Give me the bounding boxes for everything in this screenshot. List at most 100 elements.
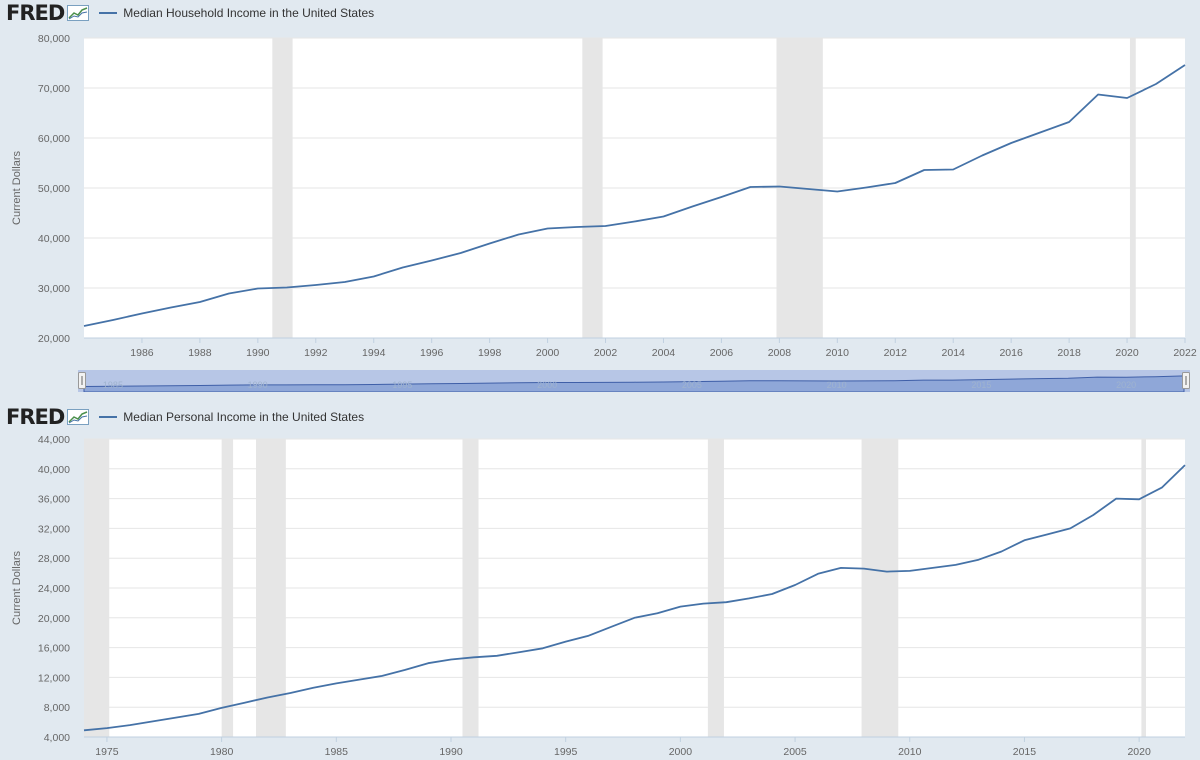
data-point[interactable] (883, 568, 891, 576)
data-point[interactable] (998, 547, 1006, 555)
data-point[interactable] (283, 284, 291, 292)
data-point[interactable] (493, 652, 501, 660)
data-point[interactable] (814, 570, 822, 578)
data-point[interactable] (241, 699, 249, 707)
data-point[interactable] (196, 298, 204, 306)
data-point[interactable] (1181, 461, 1189, 469)
data-point[interactable] (1135, 495, 1143, 503)
range-navigator[interactable]: 1985 1990 1995 2000 2005 2010 2015 2020 (78, 370, 1190, 392)
data-point[interactable] (804, 185, 812, 193)
x-tick-label: 2020 (1127, 746, 1151, 758)
data-point[interactable] (746, 183, 754, 191)
data-point[interactable] (225, 290, 233, 298)
chart-title[interactable]: Median Household Income in the United St… (123, 6, 375, 20)
data-point[interactable] (862, 184, 870, 192)
data-point[interactable] (1020, 536, 1028, 544)
data-point[interactable] (952, 561, 960, 569)
data-point[interactable] (1123, 94, 1131, 102)
data-point[interactable] (80, 726, 88, 734)
data-point[interactable] (768, 590, 776, 598)
data-point[interactable] (428, 257, 436, 265)
series-line[interactable] (83, 64, 1186, 327)
data-point[interactable] (341, 278, 349, 286)
data-point[interactable] (1181, 61, 1189, 69)
data-point[interactable] (457, 249, 465, 257)
data-point[interactable] (103, 724, 111, 732)
fred-logo: FRED (6, 404, 65, 429)
data-point[interactable] (608, 623, 616, 631)
data-point[interactable] (631, 218, 639, 226)
data-point[interactable] (791, 581, 799, 589)
data-point[interactable] (195, 710, 203, 718)
data-point[interactable] (309, 684, 317, 692)
data-point[interactable] (745, 594, 753, 602)
data-point[interactable] (1152, 80, 1160, 88)
data-point[interactable] (920, 166, 928, 174)
data-point[interactable] (1036, 129, 1044, 137)
data-point[interactable] (378, 672, 386, 680)
data-point[interactable] (218, 704, 226, 712)
data-point[interactable] (254, 285, 262, 293)
data-point[interactable] (401, 666, 409, 674)
data-point[interactable] (1066, 524, 1074, 532)
data-point[interactable] (929, 564, 937, 572)
y-tick-label: 36,000 (38, 494, 70, 506)
data-point[interactable] (1158, 483, 1166, 491)
data-point[interactable] (653, 609, 661, 617)
data-point[interactable] (539, 644, 547, 652)
data-point[interactable] (722, 598, 730, 606)
data-point[interactable] (1089, 511, 1097, 519)
data-point[interactable] (312, 281, 320, 289)
data-point[interactable] (837, 564, 845, 572)
data-point[interactable] (264, 694, 272, 702)
data-point[interactable] (978, 152, 986, 160)
chart-title[interactable]: Median Personal Income in the United Sta… (123, 410, 365, 424)
data-point[interactable] (447, 656, 455, 664)
data-point[interactable] (370, 273, 378, 281)
data-point[interactable] (109, 316, 117, 324)
x-tick-label: 2018 (1057, 347, 1081, 359)
data-point[interactable] (516, 648, 524, 656)
data-point[interactable] (699, 600, 707, 608)
data-point[interactable] (172, 714, 180, 722)
data-point[interactable] (544, 225, 552, 233)
data-point[interactable] (355, 676, 363, 684)
data-point[interactable] (515, 231, 523, 239)
data-point[interactable] (573, 223, 581, 231)
series-line[interactable] (83, 464, 1186, 732)
data-point[interactable] (486, 240, 494, 248)
data-point[interactable] (1112, 495, 1120, 503)
data-point[interactable] (1094, 91, 1102, 99)
data-point[interactable] (860, 565, 868, 573)
data-point[interactable] (833, 188, 841, 196)
data-point[interactable] (775, 183, 783, 191)
data-point[interactable] (1043, 530, 1051, 538)
data-point[interactable] (399, 264, 407, 272)
data-point[interactable] (659, 213, 667, 221)
y-tick-label: 40,000 (38, 464, 70, 476)
fred-sparkline-icon (67, 5, 90, 21)
data-point[interactable] (631, 614, 639, 622)
data-point[interactable] (470, 653, 478, 661)
data-point[interactable] (949, 166, 957, 174)
data-point[interactable] (688, 203, 696, 211)
data-point[interactable] (906, 567, 914, 575)
x-tick-label: 2002 (594, 347, 618, 359)
data-point[interactable] (332, 679, 340, 687)
data-point[interactable] (80, 322, 88, 330)
data-point[interactable] (717, 193, 725, 201)
data-point[interactable] (167, 304, 175, 312)
data-point[interactable] (975, 556, 983, 564)
data-point[interactable] (149, 717, 157, 725)
data-point[interactable] (1007, 139, 1015, 147)
data-point[interactable] (585, 632, 593, 640)
data-point[interactable] (1065, 118, 1073, 126)
data-point[interactable] (562, 638, 570, 646)
data-point[interactable] (676, 603, 684, 611)
data-point[interactable] (286, 689, 294, 697)
data-point[interactable] (126, 721, 134, 729)
data-point[interactable] (602, 222, 610, 230)
data-point[interactable] (424, 659, 432, 667)
data-point[interactable] (138, 310, 146, 318)
data-point[interactable] (891, 179, 899, 187)
